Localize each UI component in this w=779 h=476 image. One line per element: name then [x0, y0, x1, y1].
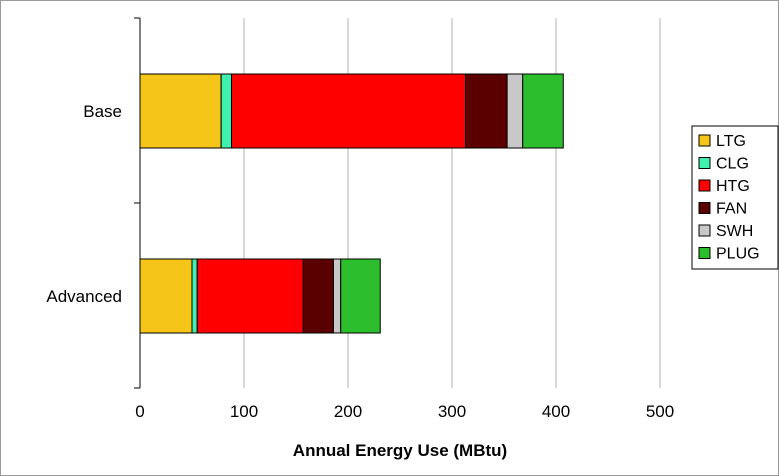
legend-label-fan: FAN [716, 201, 747, 218]
legend-swatch-plug [698, 247, 711, 259]
bar-advanced-clg [191, 258, 198, 334]
bar-advanced-fan [302, 258, 334, 334]
x-axis-title: Annual Energy Use (MBtu) [293, 441, 507, 460]
category-label-advanced: Advanced [46, 287, 122, 306]
legend: LTG CLG HTG FAN SWH PLUG [691, 125, 779, 270]
legend-swatch-ltg [698, 134, 711, 147]
axes: Base Advanced 0 100 200 300 400 500 Annual Energ… [46, 17, 674, 460]
x-tick-label-300: 300 [438, 402, 466, 421]
x-tick-label-500: 500 [646, 402, 674, 421]
bar-base-ltg [139, 73, 222, 149]
bar-base-htg [231, 73, 467, 149]
x-tick-label-0: 0 [135, 402, 144, 421]
legend-label-clg: CLG [716, 156, 749, 173]
legend-label-swh: SWH [716, 223, 753, 240]
x-tick-label-400: 400 [542, 402, 570, 421]
legend-box [691, 125, 779, 270]
bar-advanced-swh [332, 258, 342, 334]
x-tick-label-100: 100 [230, 402, 258, 421]
legend-swatch-htg [698, 179, 711, 192]
bar-advanced-htg [196, 258, 304, 334]
bar-base-clg [220, 73, 233, 149]
bars [139, 73, 564, 334]
legend-label-ltg: LTG [716, 133, 746, 150]
bar-advanced-ltg [139, 258, 193, 334]
x-tick-label-200: 200 [334, 402, 362, 421]
legend-label-plug: PLUG [716, 246, 760, 263]
bar-advanced-plug [340, 258, 381, 334]
category-label-base: Base [83, 102, 122, 121]
legend-label-htg: HTG [716, 178, 750, 195]
bar-base-swh [506, 73, 524, 149]
bar-base-plug [522, 73, 564, 149]
legend-swatch-fan [698, 202, 711, 214]
bar-base-fan [465, 73, 508, 149]
legend-swatch-swh [698, 224, 711, 237]
legend-swatch-clg [698, 157, 711, 169]
